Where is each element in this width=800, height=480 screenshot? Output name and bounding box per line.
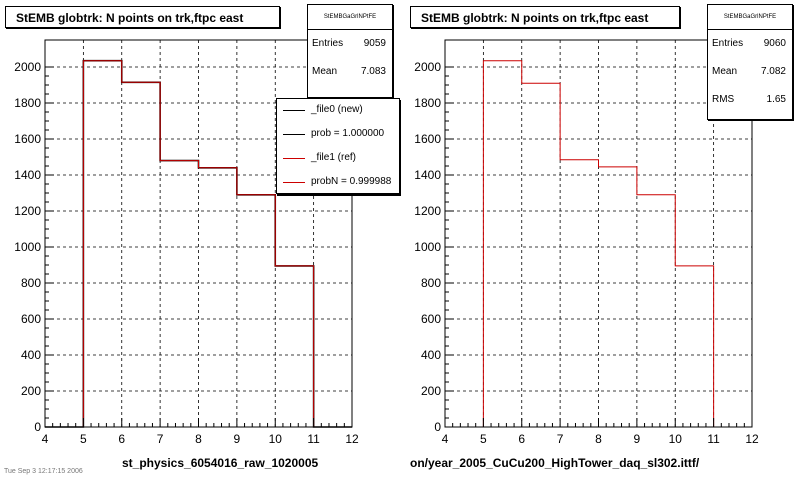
y-tick-label: 800 [421, 276, 441, 290]
y-tick-label: 200 [421, 384, 441, 398]
x-tick-label: 8 [595, 432, 602, 446]
x-tick-label: 7 [557, 432, 564, 446]
stats-row-entries-right: Entries 9060 [708, 30, 792, 58]
y-tick-label: 800 [21, 276, 41, 290]
y-tick-label: 2000 [14, 60, 41, 74]
x-tick-label: 10 [269, 432, 283, 446]
x-tick-label: 9 [634, 432, 641, 446]
y-tick-label: 1400 [14, 168, 41, 182]
stats-value: 1.65 [766, 94, 786, 105]
y-tick-label: 2000 [414, 60, 441, 74]
stats-label: Entries [312, 38, 344, 49]
x-tick-label: 9 [234, 432, 241, 446]
histogram-panel-left: 4 5 6 7 8 9 10 11 12 0 200 400 600 800 1000 1200 1400 160… [4, 4, 400, 475]
legend-label: prob = 1.000000 [311, 128, 385, 139]
stats-row-entries-left: Entries 9059 [308, 30, 392, 58]
x-tick-label: 11 [307, 432, 320, 446]
y-tick-label: 1200 [414, 204, 441, 218]
x-axis-file-label-left: st_physics_6054016_raw_1020005 [122, 456, 319, 470]
x-tick-label: 8 [195, 432, 202, 446]
legend-swatch [283, 158, 305, 159]
legend-entry: prob = 1.000000 [277, 123, 399, 147]
stats-row-rms-right: RMS 1.65 [708, 86, 792, 114]
panel-title-right: StEMB globtrk: N points on trk,ftpc east [410, 6, 680, 28]
stats-label: RMS [712, 94, 735, 105]
timestamp-text: Tue Sep 3 12:17:15 2006 [4, 468, 83, 475]
x-tick-label: 7 [157, 432, 164, 446]
stats-name-right: StEMBGaGrlNPtFE [708, 5, 792, 30]
stats-row-mean-right: Mean 7.082 [708, 58, 792, 86]
stats-value: 9060 [763, 38, 786, 49]
panel-title-left: StEMB globtrk: N points on trk,ftpc east [5, 6, 280, 28]
x-tick-label: 11 [707, 432, 720, 446]
stats-row-mean-left: Mean 7.083 [308, 58, 392, 86]
x-tick-label: 5 [480, 432, 487, 446]
histogram-series-2 [45, 60, 352, 428]
legend-swatch [283, 182, 305, 183]
y-tick-label: 1000 [414, 240, 441, 254]
legend-swatch [283, 134, 305, 135]
stats-label: Entries [712, 38, 744, 49]
stats-value: 9059 [363, 38, 386, 49]
y-tick-label: 1600 [14, 132, 41, 146]
y-tick-label: 200 [21, 384, 41, 398]
x-axis-file-label-right: on/year_2005_CuCu200_HighTower_daq_sl302… [410, 456, 700, 470]
stats-box-left: StEMBGaGrlNPtFE Entries 9059 Mean 7.083 [307, 4, 393, 98]
stats-value: 7.083 [360, 66, 386, 77]
stats-label: Mean [712, 66, 738, 77]
y-tick-label: 1000 [14, 240, 41, 254]
y-tick-label: 600 [21, 312, 41, 326]
x-tick-label: 6 [118, 432, 125, 446]
stats-box-right: StEMBGaGrlNPtFE Entries 9060 Mean 7.082 … [707, 4, 793, 120]
histogram-series-1 [445, 60, 752, 428]
y-tick-label: 600 [421, 312, 441, 326]
legend-swatch [283, 110, 305, 111]
x-tick-label: 5 [80, 432, 87, 446]
y-tick-label: 400 [421, 348, 441, 362]
legend-box: _file0 (new) prob = 1.000000 _file1 (ref… [276, 98, 400, 194]
y-tick-label: 1800 [14, 96, 41, 110]
stats-name-left: StEMBGaGrlNPtFE [308, 5, 392, 30]
x-tick-label: 4 [442, 432, 449, 446]
legend-entry: probN = 0.999988 [277, 171, 399, 195]
stats-label: Mean [312, 66, 338, 77]
x-tick-label: 10 [669, 432, 683, 446]
y-tick-label: 400 [21, 348, 41, 362]
y-tick-label: 1400 [414, 168, 441, 182]
histogram-plot-right: 4 5 6 7 8 9 10 11 12 0 200 400 600 800 1000 1200 1400 160… [414, 39, 759, 446]
stats-value: 7.082 [760, 66, 786, 77]
x-tick-label: 12 [745, 432, 759, 446]
y-tick-label: 1600 [414, 132, 441, 146]
y-tick-label: 0 [434, 420, 441, 434]
x-tick-label: 4 [42, 432, 49, 446]
legend-label: probN = 0.999988 [311, 176, 392, 187]
legend-entry: _file1 (ref) [277, 147, 399, 171]
x-tick-label: 6 [518, 432, 525, 446]
x-tick-label: 12 [345, 432, 359, 446]
legend-entry: _file0 (new) [277, 99, 399, 123]
legend-label: _file1 (ref) [311, 152, 357, 163]
histogram-panel-right: 4 5 6 7 8 9 10 11 12 0 200 400 600 800 1000 1200 1400 160… [400, 0, 800, 480]
y-tick-label: 1200 [14, 204, 41, 218]
y-tick-label: 1800 [414, 96, 441, 110]
y-tick-label: 0 [34, 420, 41, 434]
legend-label: _file0 (new) [311, 104, 363, 115]
